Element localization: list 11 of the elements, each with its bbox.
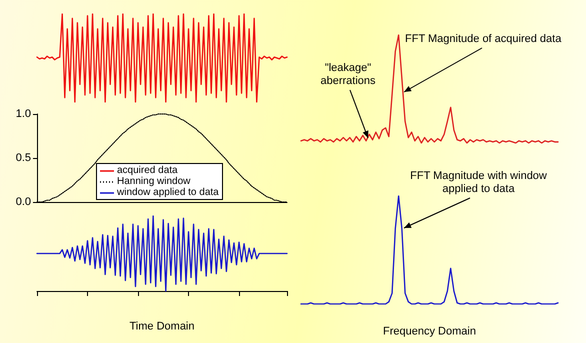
legend-label: acquired data <box>117 165 178 176</box>
legend-label: window applied to data <box>117 187 219 198</box>
text: FFT Magnitude with window applied to data <box>409 170 548 196</box>
x-axis-title: Time Domain <box>130 320 194 332</box>
y-tick-label: 1.0 <box>16 108 31 120</box>
x-axis-title: Frequency Domain <box>383 326 476 338</box>
y-tick-label: 0.5 <box>16 152 31 164</box>
legend-label: Hanning window <box>117 176 190 187</box>
annotation: FFT Magnitude of acquired data <box>405 33 562 46</box>
y-tick-label: 0.0 <box>16 196 31 208</box>
annotation: "leakage" aberrations <box>319 62 377 88</box>
